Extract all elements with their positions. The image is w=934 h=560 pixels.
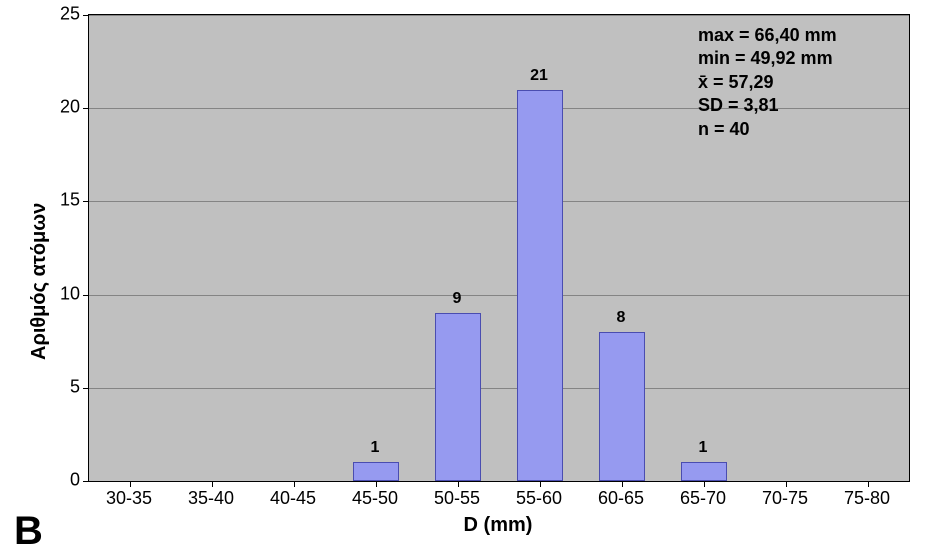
y-tick-mark: [83, 108, 89, 109]
x-tick-mark: [458, 481, 459, 487]
bar: [517, 90, 562, 481]
y-tick-mark: [83, 15, 89, 16]
stats-line: SD = 3,81: [698, 94, 837, 117]
y-tick-label: 20: [40, 97, 80, 118]
x-tick-mark: [130, 481, 131, 487]
bar: [599, 332, 644, 481]
grid-line: [89, 295, 909, 296]
bar: [353, 462, 398, 481]
bar: [435, 313, 480, 481]
x-tick-mark: [540, 481, 541, 487]
x-tick-mark: [622, 481, 623, 487]
x-tick-mark: [212, 481, 213, 487]
bar-value-label: 21: [530, 67, 548, 85]
x-tick-label: 40-45: [270, 488, 316, 509]
grid-line: [89, 388, 909, 389]
stats-line: x̄ = 57,29: [698, 71, 837, 94]
x-tick-mark: [786, 481, 787, 487]
x-tick-mark: [376, 481, 377, 487]
panel-letter: B: [14, 509, 43, 554]
x-tick-label: 60-65: [598, 488, 644, 509]
y-tick-label: 25: [40, 4, 80, 25]
grid-line: [89, 201, 909, 202]
bar-value-label: 9: [453, 290, 462, 308]
y-tick-label: 10: [40, 283, 80, 304]
stats-line: max = 66,40 mm: [698, 24, 837, 47]
x-tick-label: 35-40: [188, 488, 234, 509]
stats-line: min = 49,92 mm: [698, 47, 837, 70]
grid-line: [89, 15, 909, 16]
y-tick-label: 0: [40, 470, 80, 491]
x-tick-mark: [294, 481, 295, 487]
bar-value-label: 8: [617, 309, 626, 327]
y-tick-mark: [83, 201, 89, 202]
y-tick-label: 5: [40, 376, 80, 397]
x-tick-label: 50-55: [434, 488, 480, 509]
bar: [681, 462, 726, 481]
y-axis-title: Αριθμός ατόμων: [28, 203, 51, 360]
y-tick-label: 15: [40, 190, 80, 211]
x-tick-label: 55-60: [516, 488, 562, 509]
x-axis-title: D (mm): [464, 514, 533, 537]
x-tick-label: 30-35: [106, 488, 152, 509]
histogram-panel: Αριθμός ατόμων D (mm) max = 66,40 mmmin …: [0, 0, 934, 560]
x-tick-label: 70-75: [762, 488, 808, 509]
stats-box: max = 66,40 mmmin = 49,92 mmx̄ = 57,29SD…: [698, 24, 837, 141]
bar-value-label: 1: [699, 439, 708, 457]
y-tick-mark: [83, 481, 89, 482]
x-tick-label: 65-70: [680, 488, 726, 509]
x-tick-label: 75-80: [844, 488, 890, 509]
y-tick-mark: [83, 295, 89, 296]
y-tick-mark: [83, 388, 89, 389]
x-tick-mark: [704, 481, 705, 487]
x-tick-label: 45-50: [352, 488, 398, 509]
x-tick-mark: [868, 481, 869, 487]
stats-line: n = 40: [698, 118, 837, 141]
bar-value-label: 1: [371, 439, 380, 457]
